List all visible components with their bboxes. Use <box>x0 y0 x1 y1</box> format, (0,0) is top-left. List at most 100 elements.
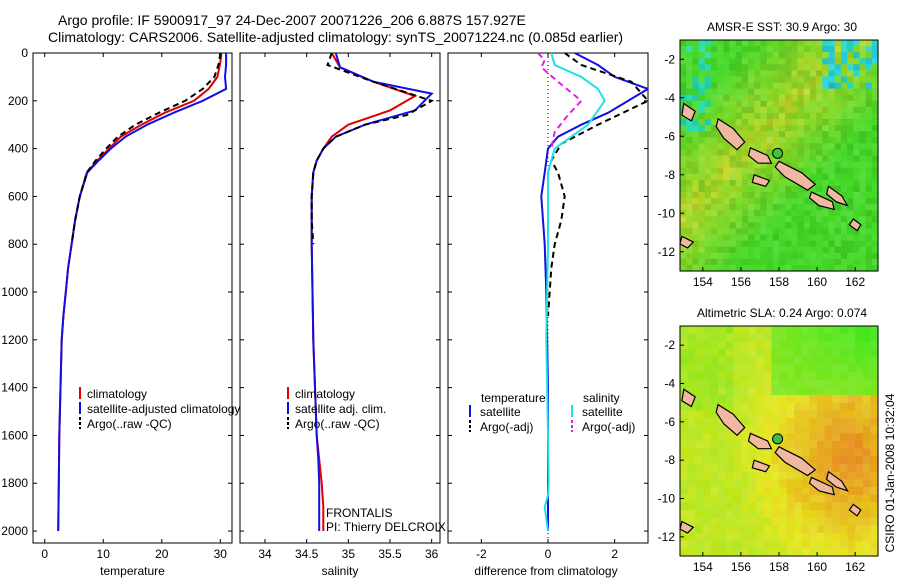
island-shape <box>848 218 862 232</box>
map-cell <box>687 479 696 488</box>
map-cell <box>840 40 848 47</box>
map-cell <box>771 525 780 534</box>
map-cell <box>786 479 795 488</box>
map-cell <box>733 379 742 388</box>
map-cell <box>735 264 743 272</box>
map-cell <box>702 364 712 373</box>
map-cell <box>687 510 696 519</box>
map-cell <box>740 502 750 511</box>
map-cell <box>686 191 693 199</box>
map-cell <box>853 161 861 169</box>
x-tick-label: 160 <box>807 560 827 574</box>
map-cell <box>847 100 854 108</box>
map-cell <box>785 240 792 248</box>
map-cell <box>847 185 854 193</box>
map-cell <box>828 82 836 90</box>
map-cell <box>840 106 848 114</box>
map-cell <box>847 410 856 419</box>
map-cell <box>704 240 712 248</box>
map-cell <box>710 326 719 335</box>
map-cell <box>839 502 849 511</box>
map-cell <box>803 216 811 223</box>
map-cell <box>853 191 861 199</box>
map-cell <box>680 548 689 557</box>
map-cell <box>702 379 712 388</box>
map-cell <box>772 94 780 102</box>
map-cell <box>735 106 743 114</box>
y-tick-label: 1200 <box>1 333 28 347</box>
map-cell <box>828 106 836 114</box>
map-cell <box>698 167 706 175</box>
map-cell <box>797 216 805 223</box>
map-cell <box>834 58 842 65</box>
map-cell <box>834 88 842 96</box>
map-cell <box>786 418 795 427</box>
map-cell <box>723 161 731 169</box>
map-cell <box>680 456 689 465</box>
map-cell <box>870 479 879 488</box>
y-tick-label: 800 <box>8 237 28 251</box>
map-cell <box>718 364 727 373</box>
map-cell <box>832 517 841 526</box>
map-cell <box>733 341 742 350</box>
map-cell <box>785 46 792 53</box>
map-cell <box>797 161 805 169</box>
map-cell <box>791 46 799 53</box>
map-cell <box>865 52 873 59</box>
map-cell <box>803 234 811 242</box>
map-cell <box>735 46 743 53</box>
map-cell <box>786 349 795 358</box>
island-shape <box>747 432 773 450</box>
map-cell <box>785 264 792 272</box>
map-cell <box>725 441 734 450</box>
map-cell <box>824 479 833 488</box>
map-cell <box>839 433 849 442</box>
annotation-frontalis: FRONTALIS <box>326 506 392 520</box>
map-cell <box>809 341 818 350</box>
map-cell <box>710 143 718 151</box>
y-tick-label: -2 <box>664 52 675 66</box>
map-cell <box>695 387 704 396</box>
map-cell <box>809 418 818 427</box>
map-cell <box>847 88 854 96</box>
map-cell <box>698 258 706 266</box>
map-cell <box>766 216 774 223</box>
map-cell <box>680 198 687 205</box>
map-cell <box>839 533 849 542</box>
map-cell <box>695 540 704 549</box>
map-cell <box>698 198 706 205</box>
map-cell <box>725 525 734 534</box>
map-cell <box>760 94 768 102</box>
map-cell <box>859 246 867 254</box>
map-cell <box>794 525 803 534</box>
map-cell <box>763 456 772 465</box>
map-cell <box>725 333 734 342</box>
map-cell <box>822 131 830 138</box>
map-cell <box>871 64 879 71</box>
map-cell <box>704 204 712 211</box>
map-cell <box>692 264 700 272</box>
map-cell <box>717 252 724 260</box>
map-cell <box>680 252 687 260</box>
map-cell <box>692 173 700 181</box>
map-cell <box>763 494 772 503</box>
map-cell <box>692 204 700 211</box>
map-cell <box>785 82 792 90</box>
map-cell <box>771 502 780 511</box>
map-cell <box>695 525 704 534</box>
map-cell <box>741 137 749 144</box>
map-cell <box>710 258 718 266</box>
map-cell <box>862 494 871 503</box>
map-cell <box>686 76 693 84</box>
map-cell <box>710 471 719 480</box>
map-cell <box>735 149 743 157</box>
map-cell <box>710 125 718 132</box>
map-cell <box>809 125 817 132</box>
map-cell <box>702 479 712 488</box>
map-cell <box>695 410 704 419</box>
map-cell <box>816 155 823 163</box>
legend-label: climatology <box>295 387 355 401</box>
map-cell <box>704 52 712 59</box>
map-cell <box>741 198 749 205</box>
map-cell <box>735 58 743 65</box>
